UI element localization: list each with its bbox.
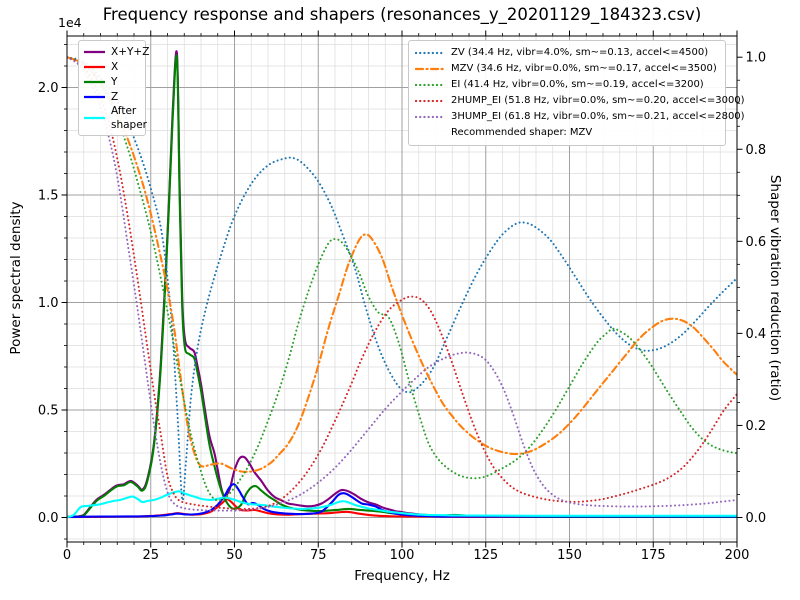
y-right-tick-label-0.4: 0.4	[746, 327, 767, 342]
series-3hump-ei	[67, 56, 737, 512]
y-axis-offset-label: 1e4	[58, 15, 82, 30]
x-tick-label-0: 0	[63, 548, 71, 563]
legend-item: After shaper	[83, 104, 147, 132]
legend-sample-line	[415, 83, 445, 87]
legend-sample-line	[415, 51, 445, 55]
y-left-tick-label-0.5: 0.5	[38, 404, 59, 419]
y-left-tick-label-0.0: 0.0	[38, 511, 59, 526]
y-right-tick-label-0.8: 0.8	[746, 143, 767, 158]
y-left-axis-label: Power spectral density	[8, 201, 24, 355]
legend-item: 2HUMP_EI (51.8 Hz, vibr=0.0%, sm~=0.20, …	[415, 93, 745, 109]
y-right-tick-label-0.2: 0.2	[746, 419, 767, 434]
legend-item: X	[83, 59, 141, 74]
legend-sample-line	[415, 67, 445, 71]
y-right-axis-label: Shaper vibration reduction (ratio)	[767, 174, 783, 402]
legend-footer-label: Recommended shaper: MZV	[451, 127, 593, 138]
legend-item-label: 2HUMP_EI (51.8 Hz, vibr=0.0%, sm~=0.20, …	[451, 95, 745, 106]
tick-labels: 0 25 50 75 100 125 150 175 200 0.0 0.5 1.0 1.5 2.0 0.0…	[38, 51, 766, 563]
series-group	[67, 50, 737, 519]
legend-psd: X+Y+Z X Y Z After shaper	[78, 40, 149, 136]
y-right-tick-label-1.0: 1.0	[746, 51, 767, 66]
legend-sample-line	[84, 116, 105, 120]
y-right-tick-label-0.6: 0.6	[746, 235, 767, 250]
legend-sample-line	[84, 50, 105, 53]
legend-item-label: X+Y+Z	[111, 45, 150, 58]
legend-item-label: X	[111, 60, 119, 73]
y-left-tick-label-1.0: 1.0	[38, 296, 59, 311]
x-tick-label-125: 125	[473, 548, 498, 563]
legend-sample-line	[84, 80, 105, 83]
series-2hump-ei	[67, 56, 737, 511]
legend-shapers: ZV (34.4 Hz, vibr=4.0%, sm~=0.13, accel<…	[408, 40, 745, 146]
legend-footer: Recommended shaper: MZV	[415, 125, 719, 141]
x-tick-label-200: 200	[725, 548, 750, 563]
legend-item: MZV (34.6 Hz, vibr=0.0%, sm~=0.17, accel…	[415, 61, 719, 77]
x-tick-label-25: 25	[142, 548, 159, 563]
series-zv	[67, 56, 737, 502]
x-tick-label-100: 100	[390, 548, 415, 563]
legend-item-label: MZV (34.6 Hz, vibr=0.0%, sm~=0.17, accel…	[451, 63, 717, 74]
x-tick-label-175: 175	[641, 548, 666, 563]
legend-item: 3HUMP_EI (61.8 Hz, vibr=0.0%, sm~=0.21, …	[415, 109, 745, 125]
legend-item: EI (41.4 Hz, vibr=0.0%, sm~=0.19, accel<…	[415, 77, 719, 93]
legend-item-label: 3HUMP_EI (61.8 Hz, vibr=0.0%, sm~=0.21, …	[451, 111, 745, 122]
legend-sample-line	[415, 99, 445, 103]
legend-item: Z	[83, 89, 141, 104]
series-ei	[67, 56, 737, 502]
series-mzv	[67, 56, 737, 473]
legend-sample-line	[84, 65, 105, 68]
legend-sample-line	[415, 115, 445, 119]
legend-item-label: After shaper	[111, 105, 148, 131]
legend-item-label: EI (41.4 Hz, vibr=0.0%, sm~=0.19, accel<…	[451, 79, 704, 90]
x-tick-label-75: 75	[310, 548, 327, 563]
y-left-tick-label-2.0: 2.0	[38, 81, 59, 96]
legend-sample-line	[84, 95, 105, 98]
axis-ticks	[61, 30, 743, 548]
y-right-tick-label-0.0: 0.0	[746, 511, 767, 526]
series-z	[67, 483, 737, 518]
legend-item-label: ZV (34.4 Hz, vibr=4.0%, sm~=0.13, accel<…	[451, 47, 709, 58]
x-tick-label-150: 150	[557, 548, 582, 563]
series-after-shaper	[67, 490, 737, 519]
legend-item: ZV (34.4 Hz, vibr=4.0%, sm~=0.13, accel<…	[415, 45, 719, 61]
chart-title: Frequency response and shapers (resonanc…	[102, 5, 702, 24]
x-axis-label: Frequency, Hz	[354, 568, 450, 584]
y-left-tick-label-1.5: 1.5	[38, 189, 59, 204]
legend-item-label: Y	[111, 75, 118, 88]
legend-item: X+Y+Z	[83, 44, 149, 59]
legend-item: Y	[83, 74, 141, 89]
x-tick-label-50: 50	[226, 548, 243, 563]
legend-item-label: Z	[111, 90, 119, 103]
